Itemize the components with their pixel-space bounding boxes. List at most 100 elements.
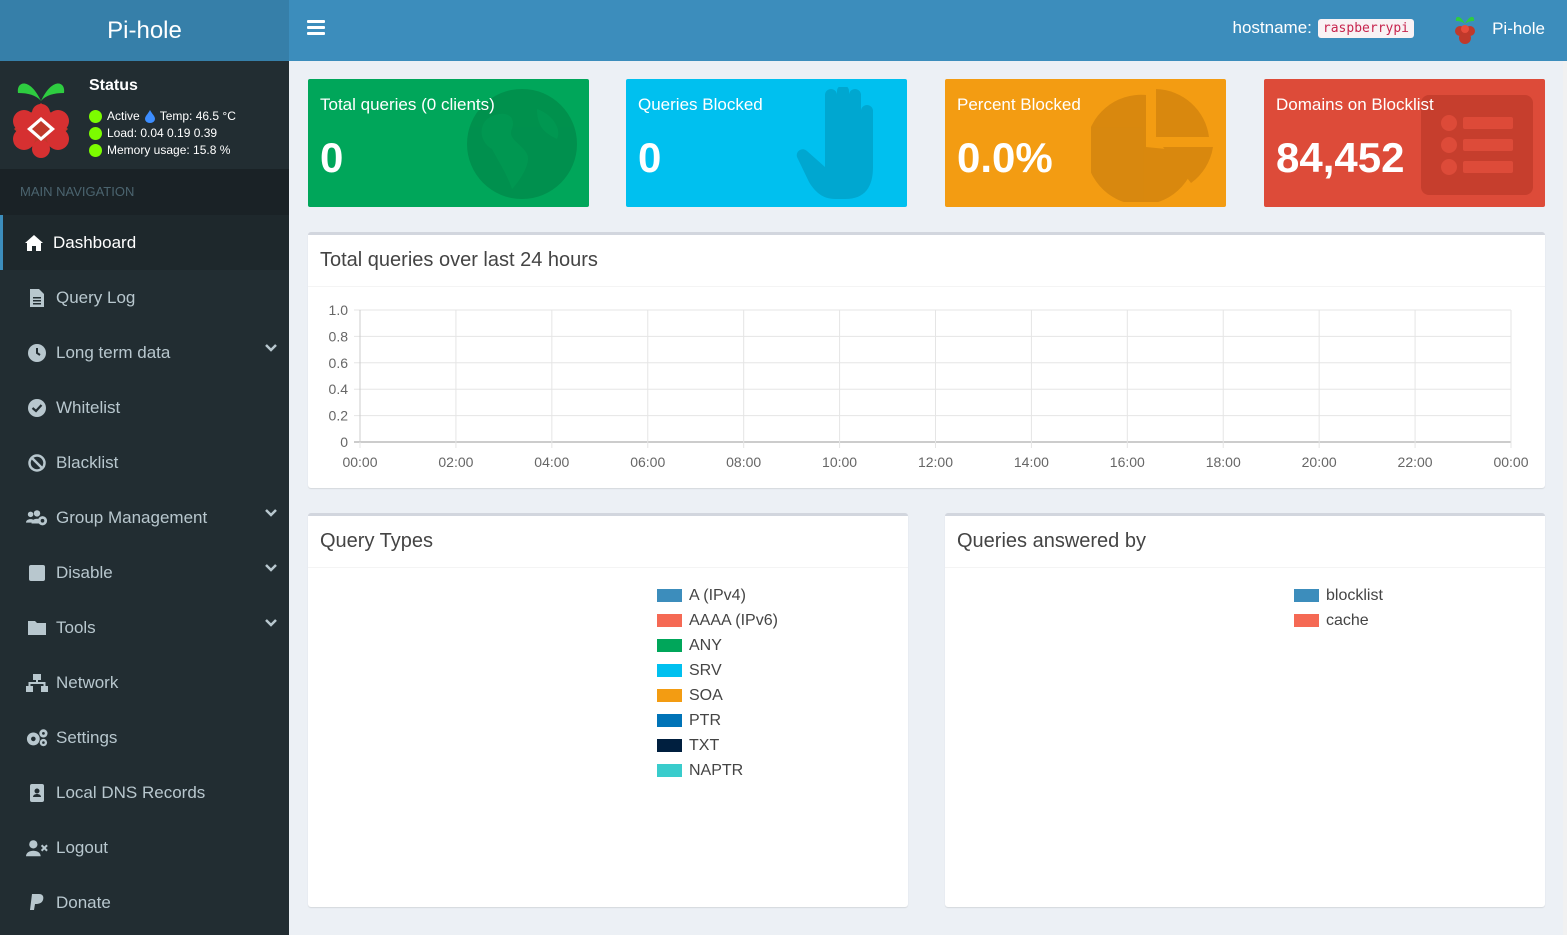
legend-item[interactable]: SRV [657,658,778,683]
legend-label: TXT [689,736,720,754]
temperature-icon [144,110,155,123]
hostname-label: hostname: [1232,18,1312,37]
raspberry-logo-icon [1455,16,1476,44]
sidebar-item-long-term-data[interactable]: Long term data [0,325,289,380]
sidebar-item-label: Group Management [56,507,208,527]
chart-x-tick-label: 14:00 [1014,454,1049,470]
chart-y-tick-label: 0 [340,434,348,450]
percent-blocked-value: 0.0% [957,134,1053,181]
legend-label: ANY [689,636,722,654]
query-types-legend: A (IPv4) AAAA (IPv6) ANY SRV SOA PTR TXT NAPTR [657,583,778,783]
legend-label: NAPTR [689,761,744,779]
chevron-down-icon [265,344,277,352]
queries-over-time-title: Total queries over last 24 hours [308,235,1545,287]
legend-item[interactable]: A (IPv4) [657,583,778,608]
status-panel: Status Active Temp: 46.5 °C Load: 0.04 0… [0,61,289,169]
page-scrollbar[interactable] [1563,61,1567,935]
total-queries-box[interactable]: Total queries (0 clients) 0 [308,79,589,207]
sidebar-toggle-icon[interactable] [307,20,325,36]
address-book-icon [26,782,48,804]
query-types-title: Query Types [308,516,908,568]
chevron-down-icon [265,619,277,627]
sidebar-item-logout[interactable]: Logout [0,820,289,875]
check-circle-icon [26,397,48,419]
legend-item[interactable]: cache [1294,608,1383,633]
legend-swatch [657,614,682,627]
domains-blocklist-value: 84,452 [1276,134,1405,181]
legend-item[interactable]: PTR [657,708,778,733]
legend-swatch [1294,589,1319,602]
percent-blocked-box[interactable]: Percent Blocked 0.0% [945,79,1226,207]
home-icon [23,232,45,254]
cogs-icon [26,727,48,749]
legend-swatch [657,664,682,677]
sidebar-item-network[interactable]: Network [0,655,289,710]
domains-blocklist-box[interactable]: Domains on Blocklist 84,452 [1264,79,1545,207]
legend-item[interactable]: TXT [657,733,778,758]
legend-label: A (IPv4) [689,586,746,604]
sidebar-item-blacklist[interactable]: Blacklist [0,435,289,490]
sidebar-item-settings[interactable]: Settings [0,710,289,765]
sidebar-item-tools[interactable]: Tools [0,600,289,655]
chart-x-tick-label: 08:00 [726,454,761,470]
sidebar-item-dashboard[interactable]: Dashboard [0,215,289,270]
chart-x-tick-label: 10:00 [822,454,857,470]
app-logo[interactable]: Pi-hole [0,0,289,61]
sidebar-item-label: Dashboard [53,232,137,252]
clock-icon [26,342,48,364]
folder-icon [26,617,48,639]
query-types-panel: Query Types A (IPv4) AAAA (IPv6) ANY SRV SOA… [308,513,908,907]
chart-y-tick-label: 0.6 [329,355,349,371]
chart-x-tick-label: 00:00 [342,454,377,470]
user-menu[interactable]: Pi-hole [1452,12,1545,46]
nav-header: MAIN NAVIGATION [0,169,289,215]
sidebar-item-donate[interactable]: Donate [0,875,289,930]
sidebar-item-label: Tools [56,617,96,637]
file-icon [26,287,48,309]
legend-item[interactable]: ANY [657,633,778,658]
active-status-icon [89,110,102,123]
legend-swatch [657,714,682,727]
chart-x-tick-label: 18:00 [1206,454,1241,470]
legend-item[interactable]: AAAA (IPv6) [657,608,778,633]
chevron-down-icon [265,564,277,572]
pie-chart-icon [1091,89,1213,202]
chart-x-tick-label: 20:00 [1302,454,1337,470]
sidebar-item-label: Blacklist [56,452,119,472]
legend-item[interactable]: NAPTR [657,758,778,783]
legend-swatch [657,739,682,752]
chart-y-tick-label: 1.0 [329,302,349,318]
sidebar-item-query-log[interactable]: Query Log [0,270,289,325]
sidebar-item-label: Network [56,672,119,692]
stop-icon [26,562,48,584]
sidebar-item-label: Logout [56,837,108,857]
answered-by-title: Queries answered by [945,516,1545,568]
memory-status-icon [89,144,102,157]
legend-item[interactable]: blocklist [1294,583,1383,608]
legend-swatch [657,689,682,702]
legend-label: AAAA (IPv6) [689,611,778,629]
legend-swatch [657,639,682,652]
sidebar-item-group-management[interactable]: Group Management [0,490,289,545]
legend-item[interactable]: SOA [657,683,778,708]
sidebar-item-label: Long term data [56,342,171,362]
queries-blocked-box[interactable]: Queries Blocked 0 [626,79,907,207]
answered-by-legend: blocklist cache [1294,583,1383,633]
chart-x-tick-label: 22:00 [1398,454,1433,470]
sidebar-item-label: Disable [56,562,113,582]
sidebar-item-label: Local DNS Records [56,782,206,802]
legend-label: PTR [689,711,721,729]
paypal-icon [26,892,48,914]
sidebar-item-label: Query Log [56,287,136,307]
chart-x-tick-label: 00:00 [1493,454,1528,470]
hostname-value: raspberrypi [1317,18,1414,38]
sidebar-item-local-dns-records[interactable]: Local DNS Records [0,765,289,820]
legend-swatch [657,589,682,602]
answered-by-panel: Queries answered by blocklist cache [945,513,1545,907]
temp-label: Temp: 46.5 °C [159,109,236,123]
domains-blocklist-label: Domains on Blocklist [1276,95,1434,114]
sidebar-item-whitelist[interactable]: Whitelist [0,380,289,435]
sidebar-item-label: Settings [56,727,118,747]
sidebar-item-disable[interactable]: Disable [0,545,289,600]
chart-y-tick-label: 0.2 [329,408,349,424]
